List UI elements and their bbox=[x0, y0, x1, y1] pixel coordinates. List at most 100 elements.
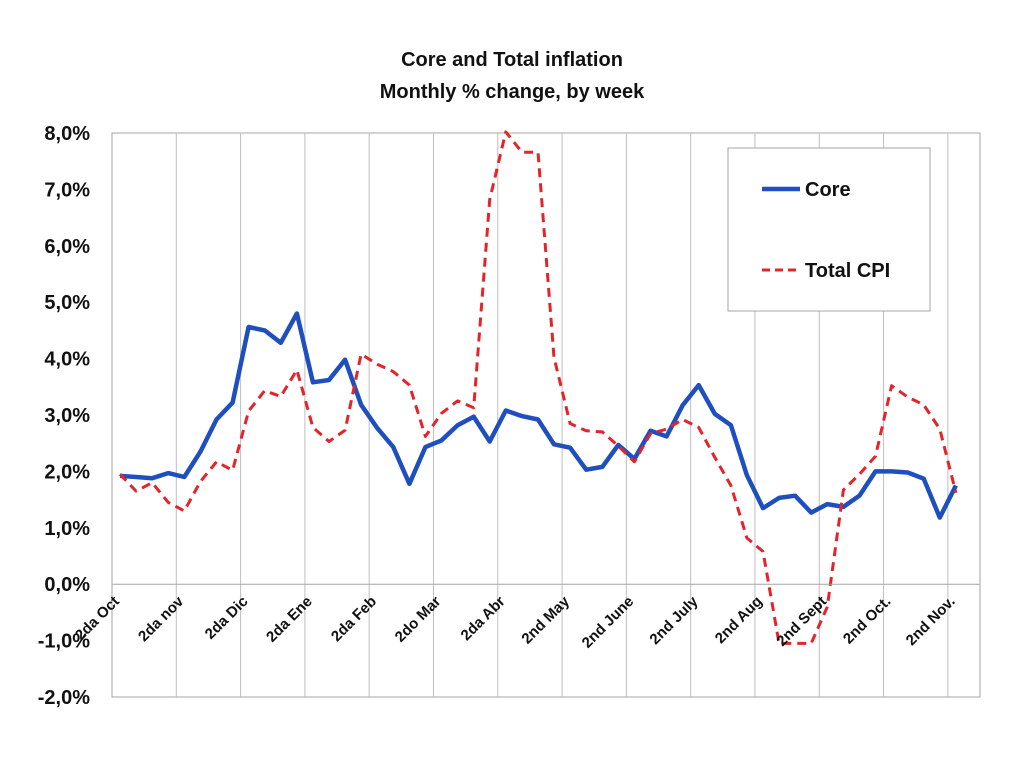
data-point bbox=[361, 354, 362, 355]
data-point bbox=[280, 396, 281, 397]
data-point bbox=[441, 440, 442, 441]
data-point bbox=[618, 446, 619, 447]
y-tick-label: 0,0% bbox=[44, 574, 90, 596]
data-point bbox=[875, 456, 876, 457]
data-point bbox=[280, 342, 281, 343]
data-point bbox=[505, 410, 506, 411]
y-tick-label: 7,0% bbox=[44, 179, 90, 201]
data-point bbox=[168, 502, 169, 503]
data-point bbox=[923, 404, 924, 405]
x-tick-label: 2da Feb bbox=[328, 593, 380, 645]
data-point bbox=[554, 357, 555, 358]
data-point bbox=[650, 433, 651, 434]
y-tick-label: 5,0% bbox=[44, 292, 90, 314]
y-tick-label: 3,0% bbox=[44, 405, 90, 427]
data-point bbox=[843, 490, 844, 491]
x-tick-label: 2da Dic bbox=[202, 593, 252, 643]
data-point bbox=[473, 416, 474, 417]
data-point bbox=[811, 643, 812, 644]
data-point bbox=[441, 413, 442, 414]
data-point bbox=[698, 385, 699, 386]
data-point bbox=[634, 461, 635, 462]
data-point bbox=[891, 471, 892, 472]
data-point bbox=[602, 466, 603, 467]
y-tick-label: 6,0% bbox=[44, 236, 90, 258]
data-point bbox=[746, 475, 747, 476]
data-point bbox=[618, 444, 619, 445]
data-point bbox=[763, 551, 764, 552]
data-point bbox=[570, 447, 571, 448]
data-point bbox=[296, 369, 297, 370]
data-point bbox=[939, 517, 940, 518]
data-point bbox=[264, 390, 265, 391]
data-point bbox=[730, 425, 731, 426]
data-point bbox=[811, 512, 812, 513]
data-point bbox=[714, 457, 715, 458]
x-tick-label: 2da Oct bbox=[72, 593, 123, 644]
x-tick-label: 2nd Nov. bbox=[903, 593, 959, 649]
data-point bbox=[730, 485, 731, 486]
data-point bbox=[232, 402, 233, 403]
data-point bbox=[955, 492, 956, 493]
data-point bbox=[473, 407, 474, 408]
data-point bbox=[136, 491, 137, 492]
y-tick-label: 4,0% bbox=[44, 349, 90, 371]
series-layer bbox=[118, 130, 958, 645]
data-point bbox=[216, 419, 217, 420]
data-point bbox=[489, 441, 490, 442]
data-point bbox=[682, 405, 683, 406]
data-point bbox=[698, 427, 699, 428]
data-point bbox=[329, 380, 330, 381]
x-tick-label: 2da Ene bbox=[263, 593, 316, 646]
data-point bbox=[345, 430, 346, 431]
data-point bbox=[377, 428, 378, 429]
data-point bbox=[152, 478, 153, 479]
data-point bbox=[538, 152, 539, 153]
data-point bbox=[602, 431, 603, 432]
data-point bbox=[409, 385, 410, 386]
data-point bbox=[216, 461, 217, 462]
data-point bbox=[425, 447, 426, 448]
data-point bbox=[120, 474, 121, 475]
data-point bbox=[955, 485, 956, 486]
data-point bbox=[714, 413, 715, 414]
data-point bbox=[248, 327, 249, 328]
x-tick-label: 2nd June bbox=[579, 593, 638, 652]
chart-title: Core and Total inflation bbox=[401, 49, 623, 71]
y-tick-label: 2,0% bbox=[44, 461, 90, 483]
x-tick-label: 2nd Oct. bbox=[840, 593, 894, 647]
x-tick-label: 2da Abr bbox=[458, 593, 509, 644]
data-point bbox=[939, 429, 940, 430]
x-tick-label: 2nd May bbox=[518, 593, 573, 648]
data-point bbox=[312, 427, 313, 428]
y-tick-label: -1,0% bbox=[38, 631, 90, 653]
data-point bbox=[746, 538, 747, 539]
data-point bbox=[425, 436, 426, 437]
x-tick-label: 2da nov bbox=[135, 593, 188, 646]
legend: Core Total CPI bbox=[727, 147, 931, 312]
data-point bbox=[650, 430, 651, 431]
legend-label-total-cpi: Total CPI bbox=[805, 260, 890, 282]
data-point bbox=[923, 478, 924, 479]
chart-subtitle: Monthly % change, by week bbox=[380, 81, 645, 103]
data-point bbox=[891, 385, 892, 386]
data-point bbox=[409, 483, 410, 484]
data-point bbox=[827, 504, 828, 505]
data-point bbox=[521, 416, 522, 417]
data-point bbox=[168, 473, 169, 474]
data-point bbox=[393, 447, 394, 448]
data-point bbox=[377, 364, 378, 365]
data-point bbox=[152, 482, 153, 483]
y-tick-label: -2,0% bbox=[38, 687, 90, 709]
data-point bbox=[200, 481, 201, 482]
y-tick-label: 8,0% bbox=[44, 123, 90, 145]
data-point bbox=[795, 643, 796, 644]
data-point bbox=[875, 471, 876, 472]
data-point bbox=[586, 469, 587, 470]
data-point bbox=[779, 497, 780, 498]
x-tick-label: 2do Mar bbox=[392, 593, 445, 646]
series-line-total-cpi bbox=[118, 130, 958, 645]
data-point bbox=[666, 429, 667, 430]
data-point bbox=[457, 400, 458, 401]
